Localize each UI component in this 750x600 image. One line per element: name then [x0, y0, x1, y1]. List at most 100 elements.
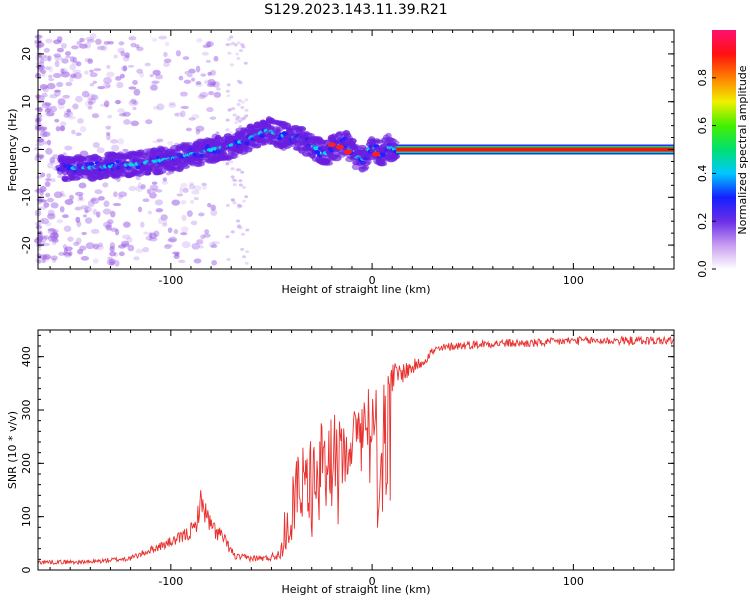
- noise-speckle: [216, 87, 221, 91]
- noise-speckle: [122, 54, 130, 62]
- noise-speckle: [225, 89, 230, 93]
- noise-speckle: [164, 41, 170, 47]
- noise-speckle: [106, 64, 111, 69]
- noise-speckle: [39, 130, 48, 138]
- x-tick-label: -100: [158, 274, 183, 287]
- noise-speckle: [46, 82, 56, 90]
- noise-speckle: [81, 231, 87, 236]
- noise-speckle: [130, 120, 140, 127]
- noise-speckle: [202, 44, 210, 48]
- noise-speckle: [67, 236, 74, 242]
- noise-speckle: [52, 72, 62, 79]
- noise-speckle: [211, 240, 220, 245]
- noise-speckle: [112, 202, 122, 207]
- noise-speckle: [110, 144, 120, 152]
- ridge-peak: [313, 146, 320, 151]
- noise-speckle: [226, 83, 231, 87]
- noise-speckle: [163, 58, 172, 64]
- noise-speckle: [180, 232, 188, 236]
- noise-speckle: [123, 119, 131, 125]
- noise-speckle: [135, 248, 144, 254]
- hot-spot: [372, 151, 381, 157]
- noise-speckle: [57, 98, 66, 106]
- noise-speckle: [135, 185, 143, 192]
- noise-speckle: [47, 209, 55, 217]
- noise-speckle: [36, 198, 45, 202]
- noise-speckle: [100, 44, 108, 52]
- ridge-blob: [156, 169, 167, 174]
- noise-speckle: [135, 44, 140, 49]
- noise-speckle: [145, 119, 153, 125]
- noise-speckle: [238, 179, 243, 183]
- noise-speckle: [80, 256, 90, 261]
- y-tick-label: 20: [20, 47, 33, 61]
- noise-speckle: [90, 197, 100, 204]
- noise-speckle: [44, 108, 51, 113]
- noise-speckle: [185, 127, 192, 132]
- noise-speckle: [206, 41, 212, 48]
- noise-speckle: [37, 138, 45, 143]
- noise-speckle: [51, 238, 59, 243]
- noise-speckle: [46, 197, 54, 203]
- noise-speckle: [161, 222, 168, 227]
- noise-speckle: [72, 69, 81, 74]
- noise-speckle: [236, 79, 241, 83]
- noise-speckle: [39, 191, 44, 196]
- ridge-blob: [380, 158, 388, 164]
- noise-speckle: [136, 68, 143, 74]
- noise-speckle: [207, 202, 212, 208]
- colorbar-ticks: 0.0 0.2 0.4 0.6 0.8: [696, 69, 716, 278]
- noise-speckle: [236, 219, 241, 223]
- noise-speckle: [50, 105, 58, 113]
- noise-speckle: [149, 232, 157, 240]
- noise-speckle: [49, 94, 58, 99]
- noise-speckle: [45, 147, 53, 155]
- noise-speckle: [244, 98, 249, 102]
- noise-speckle: [41, 102, 51, 109]
- noise-speckle: [178, 75, 184, 81]
- noise-speckle: [201, 182, 207, 186]
- noise-speckle: [78, 182, 87, 189]
- noise-speckle: [235, 117, 240, 121]
- noise-speckle: [180, 105, 189, 109]
- noise-speckle: [124, 52, 130, 59]
- noise-speckle: [158, 35, 168, 40]
- noise-speckle: [238, 204, 243, 208]
- snr-y-label: SNR (10 * v/v): [6, 411, 19, 489]
- noise-speckle: [225, 203, 230, 207]
- noise-speckle: [240, 100, 245, 104]
- y-tick-label: 300: [20, 400, 33, 421]
- ridge-core: [314, 150, 321, 155]
- noise-speckle: [120, 50, 126, 57]
- noise-speckle: [53, 232, 59, 240]
- noise-speckle: [76, 248, 84, 255]
- noise-speckle: [128, 99, 137, 106]
- noise-speckle: [122, 111, 131, 117]
- noise-speckle: [231, 41, 236, 45]
- ridge-blob: [392, 140, 400, 145]
- noise-speckle: [156, 189, 163, 193]
- noise-speckle: [178, 259, 186, 264]
- noise-speckle: [225, 235, 230, 239]
- noise-speckle: [198, 245, 204, 249]
- noise-speckle: [155, 208, 164, 213]
- noise-speckle: [79, 125, 87, 133]
- noise-speckle: [119, 73, 125, 79]
- noise-speckle: [150, 84, 158, 91]
- noise-speckle: [147, 210, 153, 215]
- chart-title: S129.2023.143.11.39.R21: [264, 2, 447, 18]
- noise-speckle: [76, 40, 82, 46]
- ridge-blob: [350, 143, 360, 149]
- ridge-blob: [347, 137, 357, 144]
- noise-speckle: [127, 244, 135, 252]
- noise-speckle: [174, 252, 180, 257]
- noise-speckle: [38, 154, 45, 159]
- noise-speckle: [182, 56, 190, 60]
- noise-speckle: [87, 58, 94, 64]
- noise-speckle: [117, 47, 125, 54]
- noise-speckle: [35, 225, 43, 230]
- noise-speckle: [92, 258, 99, 264]
- noise-speckle: [149, 192, 157, 199]
- noise-speckle: [45, 222, 52, 227]
- noise-speckle: [201, 51, 209, 56]
